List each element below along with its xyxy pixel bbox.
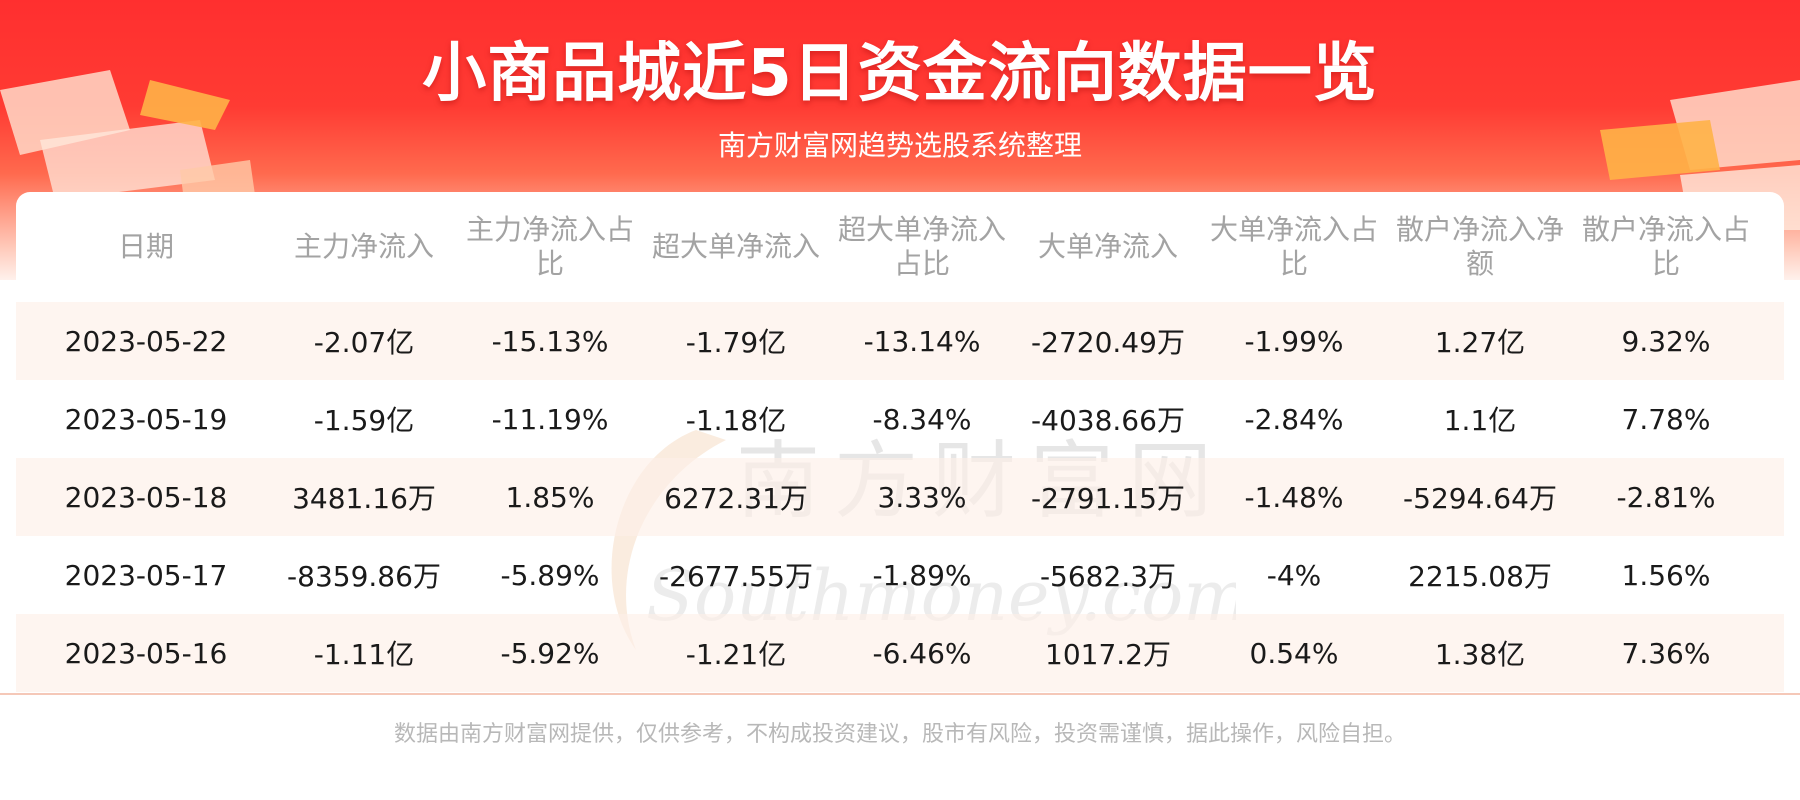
cell-date: 2023-05-16: [64, 636, 228, 670]
cell-retail-net-inflow: 1.1亿: [1443, 404, 1517, 437]
cell-super-large-net-inflow-ratio: -8.34%: [872, 402, 972, 436]
cell-super-large-net-inflow: -1.21亿: [685, 638, 787, 671]
cell-date: 2023-05-22: [64, 324, 228, 358]
cell-large-net-inflow: -4038.66万: [1031, 404, 1185, 437]
cell-retail-net-inflow-ratio: 1.56%: [1621, 558, 1711, 592]
cell-super-large-net-inflow-ratio: 3.33%: [877, 480, 967, 514]
cell-large-net-inflow: -2791.15万: [1031, 482, 1185, 515]
cell-super-large-net-inflow: -1.79亿: [685, 326, 787, 359]
cell-date: 2023-05-17: [64, 558, 228, 592]
table-row: 2023-05-18 3481.16万 1.85% 6272.31万 3.33% -279…: [16, 458, 1784, 536]
cell-large-net-inflow-ratio: 0.54%: [1249, 636, 1339, 670]
table-row: 2023-05-17 -8359.86万 -5.89% -2677.55万 -1.89%…: [16, 536, 1784, 614]
cell-main-net-inflow: -1.59亿: [313, 404, 415, 437]
column-header-large-net-inflow-ratio: 大单净流入占比: [1209, 213, 1378, 280]
cell-main-net-inflow: -1.11亿: [313, 638, 415, 671]
cell-retail-net-inflow-ratio: 7.78%: [1621, 402, 1711, 436]
table-header-row: 日期 主力净流入 主力净流入占比 超大单净流入 超大单净流入占比 大单净流入 大单净流入占比…: [16, 192, 1784, 302]
column-header-retail-net-inflow-ratio: 散户净流入占比: [1581, 213, 1750, 280]
cell-retail-net-inflow-ratio: -2.81%: [1616, 480, 1716, 514]
table-row: 2023-05-19 -1.59亿 -11.19% -1.18亿 -8.34% -4038…: [16, 380, 1784, 458]
cell-large-net-inflow: -5682.3万: [1039, 560, 1177, 593]
page-subtitle: 南方财富网趋势选股系统整理: [717, 129, 1082, 162]
cell-main-net-inflow-ratio: 1.85%: [505, 480, 595, 514]
cell-super-large-net-inflow: -1.18亿: [685, 404, 787, 437]
cell-large-net-inflow: 1017.2万: [1045, 638, 1171, 671]
data-table: 南方财富网 Southmoney.com 日期主力净流入主力净流入占比超大单净流…: [16, 192, 1784, 692]
cell-date: 2023-05-18: [64, 480, 228, 514]
divider: [0, 693, 1800, 695]
column-header-main-net-inflow: 主力净流入: [293, 230, 434, 263]
table-row: 2023-05-22 -2.07亿 -15.13% -1.79亿 -13.14% -272…: [16, 302, 1784, 380]
cell-retail-net-inflow-ratio: 9.32%: [1621, 324, 1711, 358]
cell-large-net-inflow-ratio: -2.84%: [1244, 402, 1344, 436]
column-header-super-large-net-inflow-ratio: 超大单净流入占比: [837, 213, 1006, 280]
cell-retail-net-inflow: 1.27亿: [1434, 326, 1526, 359]
column-header-retail-net-inflow: 散户净流入净额: [1395, 213, 1564, 280]
cell-retail-net-inflow: 2215.08万: [1408, 560, 1552, 593]
cell-main-net-inflow-ratio: -5.89%: [500, 558, 600, 592]
column-header-date: 日期: [117, 230, 174, 263]
cell-large-net-inflow-ratio: -1.99%: [1244, 324, 1344, 358]
column-header-large-net-inflow: 大单净流入: [1037, 230, 1178, 263]
cell-super-large-net-inflow-ratio: -6.46%: [872, 636, 972, 670]
column-header-main-net-inflow-ratio: 主力净流入占比: [465, 213, 634, 280]
cell-retail-net-inflow: 1.38亿: [1434, 638, 1526, 671]
cell-super-large-net-inflow-ratio: -13.14%: [863, 324, 981, 358]
decoration-left: [0, 70, 255, 208]
table-row: 2023-05-16 -1.11亿 -5.92% -1.21亿 -6.46% 1017.2…: [16, 614, 1784, 692]
cell-main-net-inflow-ratio: -15.13%: [491, 324, 609, 358]
cell-large-net-inflow: -2720.49万: [1031, 326, 1185, 359]
cell-retail-net-inflow: -5294.64万: [1403, 482, 1557, 515]
cell-date: 2023-05-19: [64, 402, 228, 436]
cell-retail-net-inflow-ratio: 7.36%: [1621, 636, 1711, 670]
cell-main-net-inflow-ratio: -11.19%: [491, 402, 609, 436]
cell-super-large-net-inflow: -2677.55万: [659, 560, 813, 593]
cell-main-net-inflow: -8359.86万: [287, 560, 441, 593]
cell-main-net-inflow: -2.07亿: [313, 326, 415, 359]
cell-super-large-net-inflow: 6272.31万: [664, 482, 808, 515]
cell-main-net-inflow: 3481.16万: [292, 482, 436, 515]
column-header-super-large-net-inflow: 超大单净流入: [651, 230, 820, 263]
cell-large-net-inflow-ratio: -1.48%: [1244, 480, 1344, 514]
disclaimer-text: 数据由南方财富网提供，仅供参考，不构成投资建议，股市有风险，投资需谨慎，据此操作…: [393, 722, 1406, 747]
cell-large-net-inflow-ratio: -4%: [1266, 558, 1322, 592]
page-title: 小商品城近5日资金流向数据一览: [422, 37, 1378, 111]
cell-main-net-inflow-ratio: -5.92%: [500, 636, 600, 670]
cell-super-large-net-inflow-ratio: -1.89%: [872, 558, 972, 592]
